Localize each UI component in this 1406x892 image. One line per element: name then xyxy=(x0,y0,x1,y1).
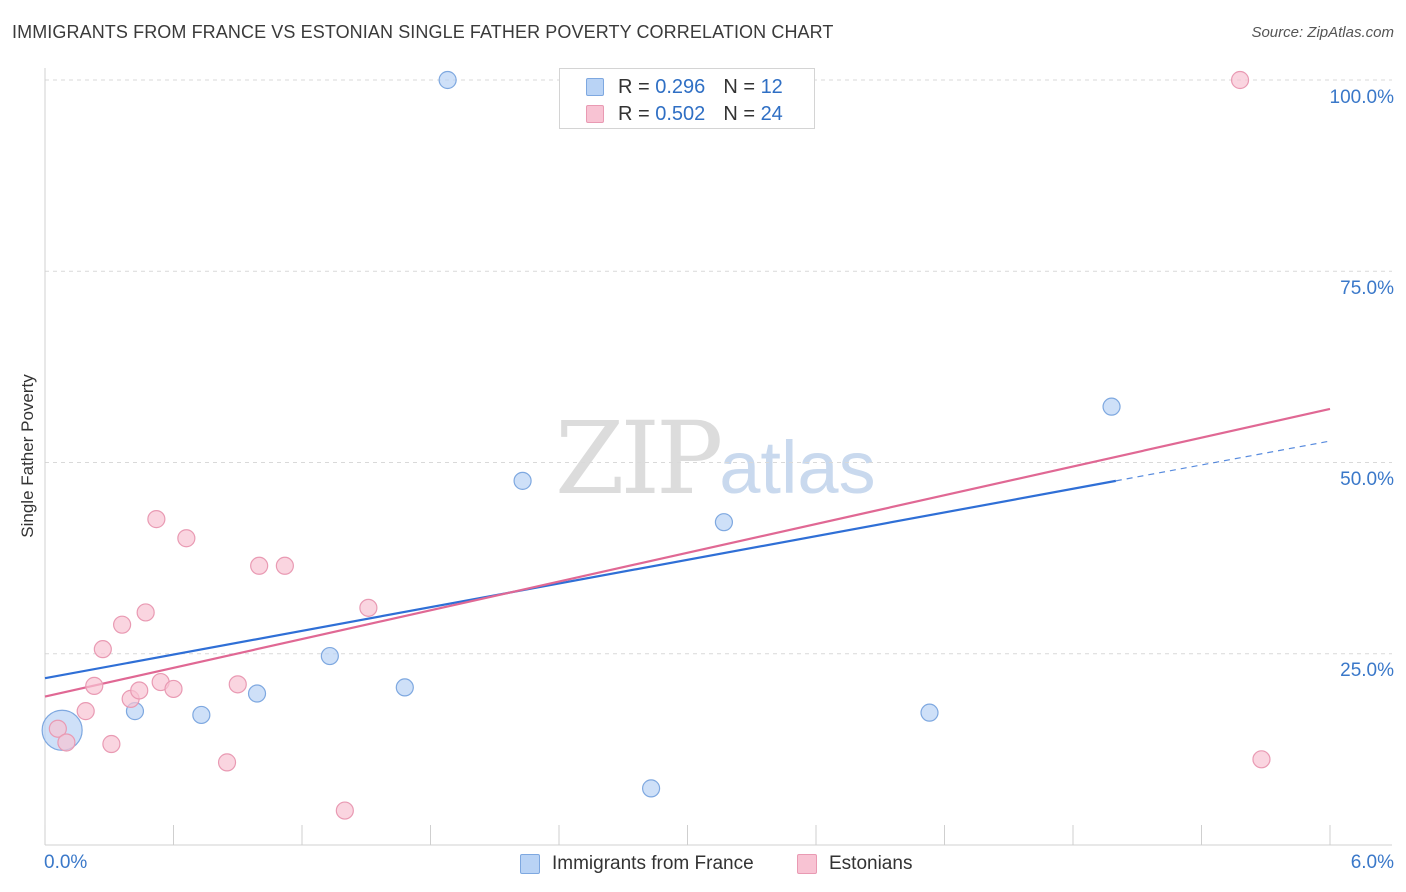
data-point-estonians xyxy=(147,510,166,529)
watermark-atlas: atlas xyxy=(719,426,876,509)
data-point-estonians xyxy=(228,675,247,694)
legend-r-label: R = xyxy=(618,75,650,98)
data-point-france xyxy=(714,513,734,532)
data-point-estonians xyxy=(102,734,121,754)
data-point-france xyxy=(395,678,414,697)
data-point-france xyxy=(920,703,939,722)
legend-r-value: 0.296 xyxy=(655,75,706,98)
trendline-estonians xyxy=(44,407,1331,698)
data-point-france xyxy=(192,705,211,725)
data-point-france xyxy=(438,70,457,90)
bottom-legend-swatch-pink xyxy=(797,854,817,874)
data-point-estonians xyxy=(112,615,132,634)
bottom-legend-label-france: Immigrants from France xyxy=(552,853,754,874)
data-point-estonians xyxy=(1252,750,1271,769)
watermark-zip: ZIP xyxy=(555,400,723,517)
bottom-legend-label-estonians: Estonians xyxy=(829,853,913,874)
y-tick-label-50: 50.0% xyxy=(1340,469,1394,490)
watermark: ZIPatlas xyxy=(555,400,876,517)
chart-title: IMMIGRANTS FROM FRANCE VS ESTONIAN SINGL… xyxy=(12,22,834,42)
data-point-france xyxy=(247,684,267,703)
data-point-estonians xyxy=(85,676,104,695)
y-tick-label-75: 75.0% xyxy=(1340,278,1394,299)
data-point-estonians xyxy=(130,681,149,700)
x-tick-label-max: 6.0% xyxy=(1350,852,1394,873)
y-tick-label-100: 100.0% xyxy=(1329,87,1394,108)
y-tick-label-25: 25.0% xyxy=(1340,660,1394,681)
data-point-estonians xyxy=(359,598,378,617)
data-point-estonians xyxy=(177,529,196,548)
data-point-estonians xyxy=(93,640,112,659)
data-point-estonians xyxy=(1230,70,1250,90)
bottom-legend-france: Immigrants from France xyxy=(520,852,754,876)
data-point-estonians xyxy=(335,801,354,820)
data-point-estonians xyxy=(275,556,294,575)
data-point-france xyxy=(320,646,339,666)
legend-n-value: 12 xyxy=(760,75,783,98)
trendline-france xyxy=(44,479,1117,680)
legend-swatch-blue xyxy=(586,78,604,96)
data-point-estonians xyxy=(136,603,155,622)
data-point-estonians xyxy=(217,753,237,772)
data-point-estonians xyxy=(164,679,183,699)
data-point-france xyxy=(513,471,532,490)
data-point-estonians xyxy=(57,733,76,752)
source-label: Source: ZipAtlas.com xyxy=(1251,24,1394,41)
data-point-france xyxy=(1102,397,1121,416)
legend-n-value: 24 xyxy=(760,102,783,125)
legend-row-france: R = 0.296 N = 12 xyxy=(586,75,783,99)
legend-r-value: 0.502 xyxy=(655,102,706,125)
data-point-france xyxy=(641,779,661,798)
bottom-legend-swatch-blue xyxy=(520,854,540,874)
data-point-estonians xyxy=(76,702,95,721)
legend-n-label: N = xyxy=(723,75,755,98)
data-point-estonians xyxy=(48,719,67,738)
stats-legend: R = 0.296 N = 12 R = 0.502 N = 24 xyxy=(559,68,815,129)
data-point-estonians xyxy=(250,556,269,575)
trendline-france-extension xyxy=(1115,440,1331,482)
legend-row-estonians: R = 0.502 N = 24 xyxy=(586,102,783,126)
bottom-legend-estonians: Estonians xyxy=(797,852,912,876)
legend-r-label: R = xyxy=(618,102,650,125)
x-tick-label-min: 0.0% xyxy=(44,852,88,873)
legend-n-label: N = xyxy=(723,102,755,125)
legend-swatch-pink xyxy=(586,105,604,123)
